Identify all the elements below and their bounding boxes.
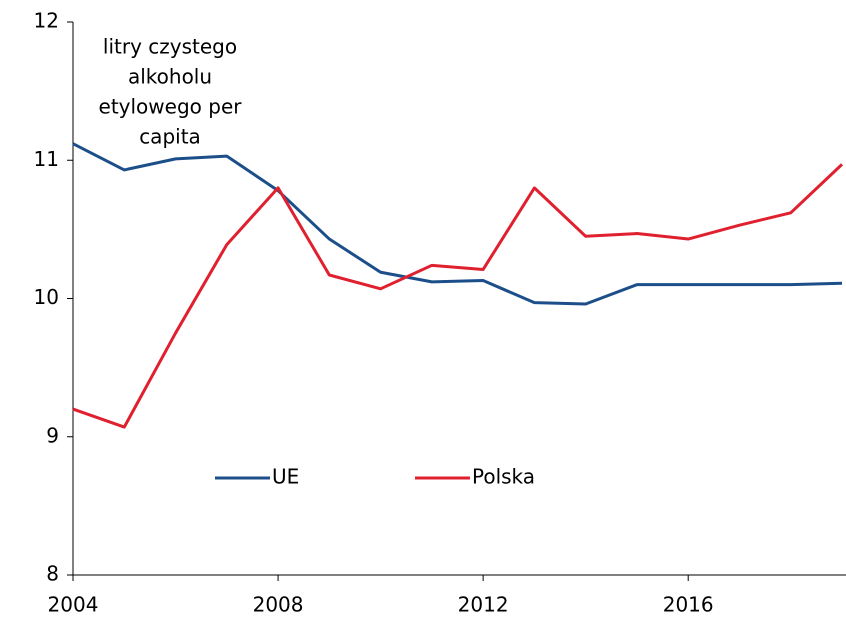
- series-line: [72, 163, 844, 429]
- annotation: etylowego per: [99, 95, 243, 119]
- annotation: alkoholu: [128, 65, 212, 89]
- annotation: capita: [139, 125, 201, 149]
- legend-label: Polska: [472, 465, 535, 489]
- legend-label: UE: [272, 465, 299, 489]
- y-tick-label: 12: [34, 9, 59, 33]
- y-tick-label: 8: [46, 562, 59, 586]
- x-tick-label: 2016: [663, 593, 714, 617]
- y-tick-label: 11: [34, 147, 59, 171]
- x-tick-label: 2004: [48, 593, 99, 617]
- x-tick-label: 2012: [458, 593, 509, 617]
- x-tick-label: 2008: [253, 593, 304, 617]
- annotation: litry czystego: [103, 35, 237, 59]
- series-line: [72, 142, 843, 306]
- y-tick-label: 9: [46, 423, 59, 447]
- y-tick-label: 10: [34, 285, 59, 309]
